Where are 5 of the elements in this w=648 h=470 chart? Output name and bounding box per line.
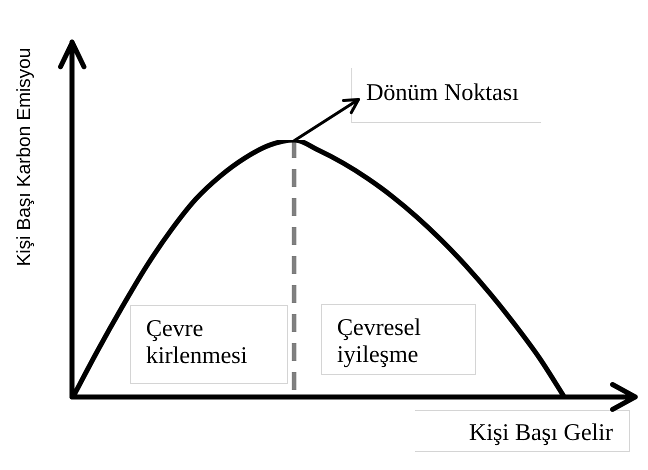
- x-axis-title: Kişi Başı Gelir: [469, 420, 613, 446]
- y-axis-title: Kişi Başı Karbon Emisyou: [14, 48, 36, 266]
- annotation: Çevresel iyileşme: [337, 315, 422, 368]
- annotation: Çevre kirlenmesi: [146, 316, 248, 369]
- text: Dönüm Noktası: [366, 80, 520, 106]
